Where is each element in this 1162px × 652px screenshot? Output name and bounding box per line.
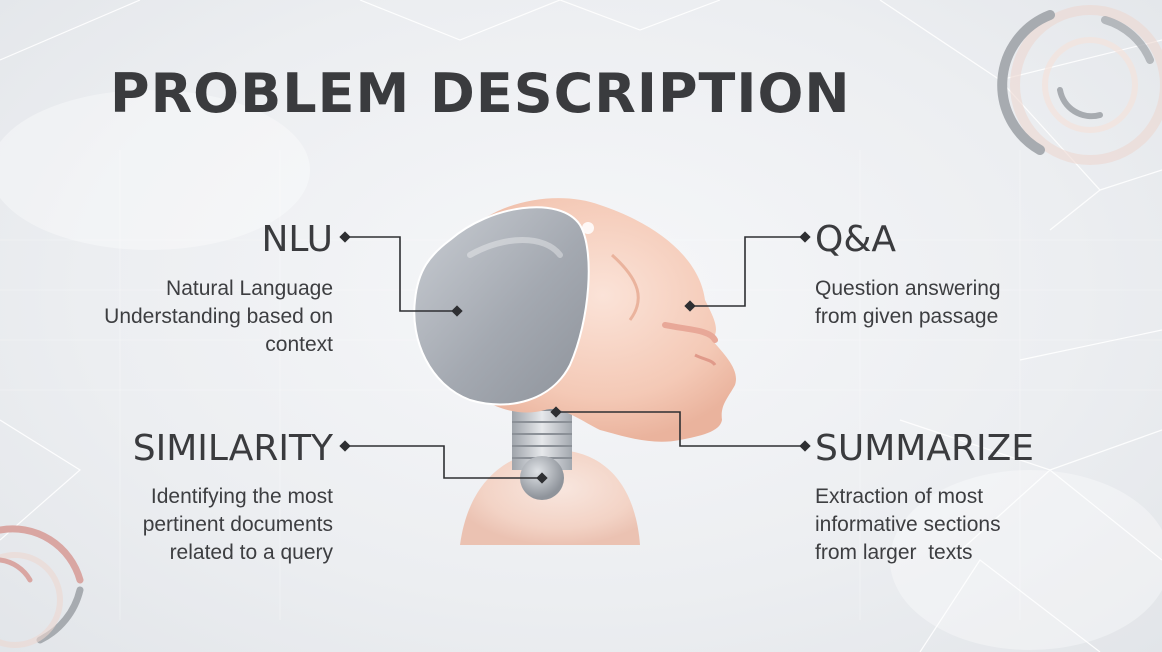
decorative-ring-icon: [997, 5, 1162, 165]
similarity-connector: [345, 445, 542, 479]
summarize-heading: SUMMARIZE: [815, 428, 1034, 469]
nlu-description: Natural Language Understanding based on …: [104, 277, 333, 356]
summarize-connector: [556, 411, 805, 447]
qa-connector: [690, 236, 805, 307]
nlu-heading: NLU: [261, 219, 333, 260]
summarize-marker: [799, 440, 811, 452]
page-title: PROBLEM DESCRIPTION: [110, 62, 851, 125]
nlu-connector: [345, 236, 457, 312]
qa-description: Question answering from given passage: [815, 277, 1001, 328]
summarize-description: Extraction of most informative sections …: [815, 485, 1007, 564]
similarity-marker: [339, 440, 351, 452]
similarity-heading: SIMILARITY: [132, 428, 333, 469]
qa-heading: Q&A: [815, 219, 897, 260]
similarity-description: Identifying the most pertinent documents…: [142, 485, 333, 564]
qa-marker: [799, 231, 811, 243]
nlu-marker: [339, 231, 351, 243]
